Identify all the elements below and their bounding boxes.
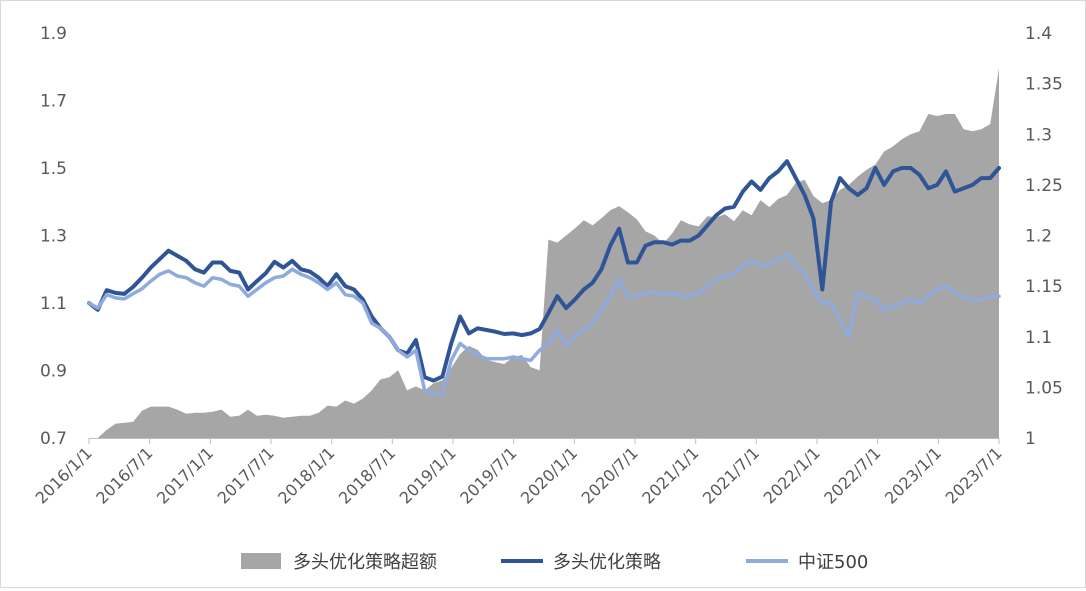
- y-left-tick-label: 1.1: [40, 294, 67, 314]
- x-tick-label: 2016/1/1: [32, 443, 96, 507]
- series-area-excess: [89, 68, 999, 439]
- x-tick-label: 2016/7/1: [92, 443, 156, 507]
- legend-label: 中证500: [798, 552, 868, 573]
- x-tick-label: 2020/7/1: [578, 443, 642, 507]
- y-left-tick-label: 0.7: [40, 429, 67, 449]
- axis-layer: [88, 438, 1000, 444]
- x-tick-label: 2017/1/1: [153, 443, 217, 507]
- y-right-tick-label: 1.25: [1025, 176, 1063, 196]
- y-left-tick-label: 1.7: [40, 92, 67, 112]
- legend: 多头优化策略超额 多头优化策略 中证500: [241, 552, 868, 573]
- x-tick-label: 2022/1/1: [760, 443, 824, 507]
- x-tick-label: 2020/1/1: [517, 443, 581, 507]
- y-right-tick-label: 1.1: [1025, 328, 1052, 348]
- y-right-tick-label: 1: [1025, 429, 1036, 449]
- line-layer: [87, 159, 1001, 396]
- y-right-tick-label: 1.35: [1025, 75, 1063, 95]
- legend-label: 多头优化策略超额: [293, 552, 437, 573]
- x-tick-label: 2018/1/1: [274, 443, 338, 507]
- x-tick-label: 2023/1/1: [881, 443, 945, 507]
- x-tick-label: 2017/7/1: [214, 443, 278, 507]
- x-tick-label: 2019/1/1: [396, 443, 460, 507]
- y-right-tick-label: 1.2: [1025, 227, 1052, 247]
- x-tick-label: 2022/7/1: [820, 443, 884, 507]
- x-tick-label: 2021/1/1: [638, 443, 702, 507]
- y-left-tick-label: 0.9: [40, 362, 67, 382]
- y-right-tick-label: 1.3: [1025, 125, 1052, 145]
- legend-swatch-excess: [241, 553, 281, 569]
- x-tick-label: 2023/7/1: [942, 443, 1006, 507]
- legend-label: 多头优化策略: [553, 552, 661, 573]
- y-left-tick-label: 1.3: [40, 227, 67, 247]
- x-tick-label: 2021/7/1: [699, 443, 763, 507]
- series-line-strategy: [87, 159, 1001, 383]
- y-left-tick-label: 1.9: [40, 24, 67, 44]
- y-left-tick-label: 1.5: [40, 159, 67, 179]
- series-line-csi500: [87, 252, 1001, 396]
- area-layer: [89, 68, 999, 439]
- x-tick-label: 2018/7/1: [335, 443, 399, 507]
- y-right-tick-label: 1.05: [1025, 378, 1063, 398]
- y-right-tick-label: 1.15: [1025, 277, 1063, 297]
- y-right-tick-label: 1.4: [1025, 24, 1052, 44]
- x-tick-label: 2019/7/1: [456, 443, 520, 507]
